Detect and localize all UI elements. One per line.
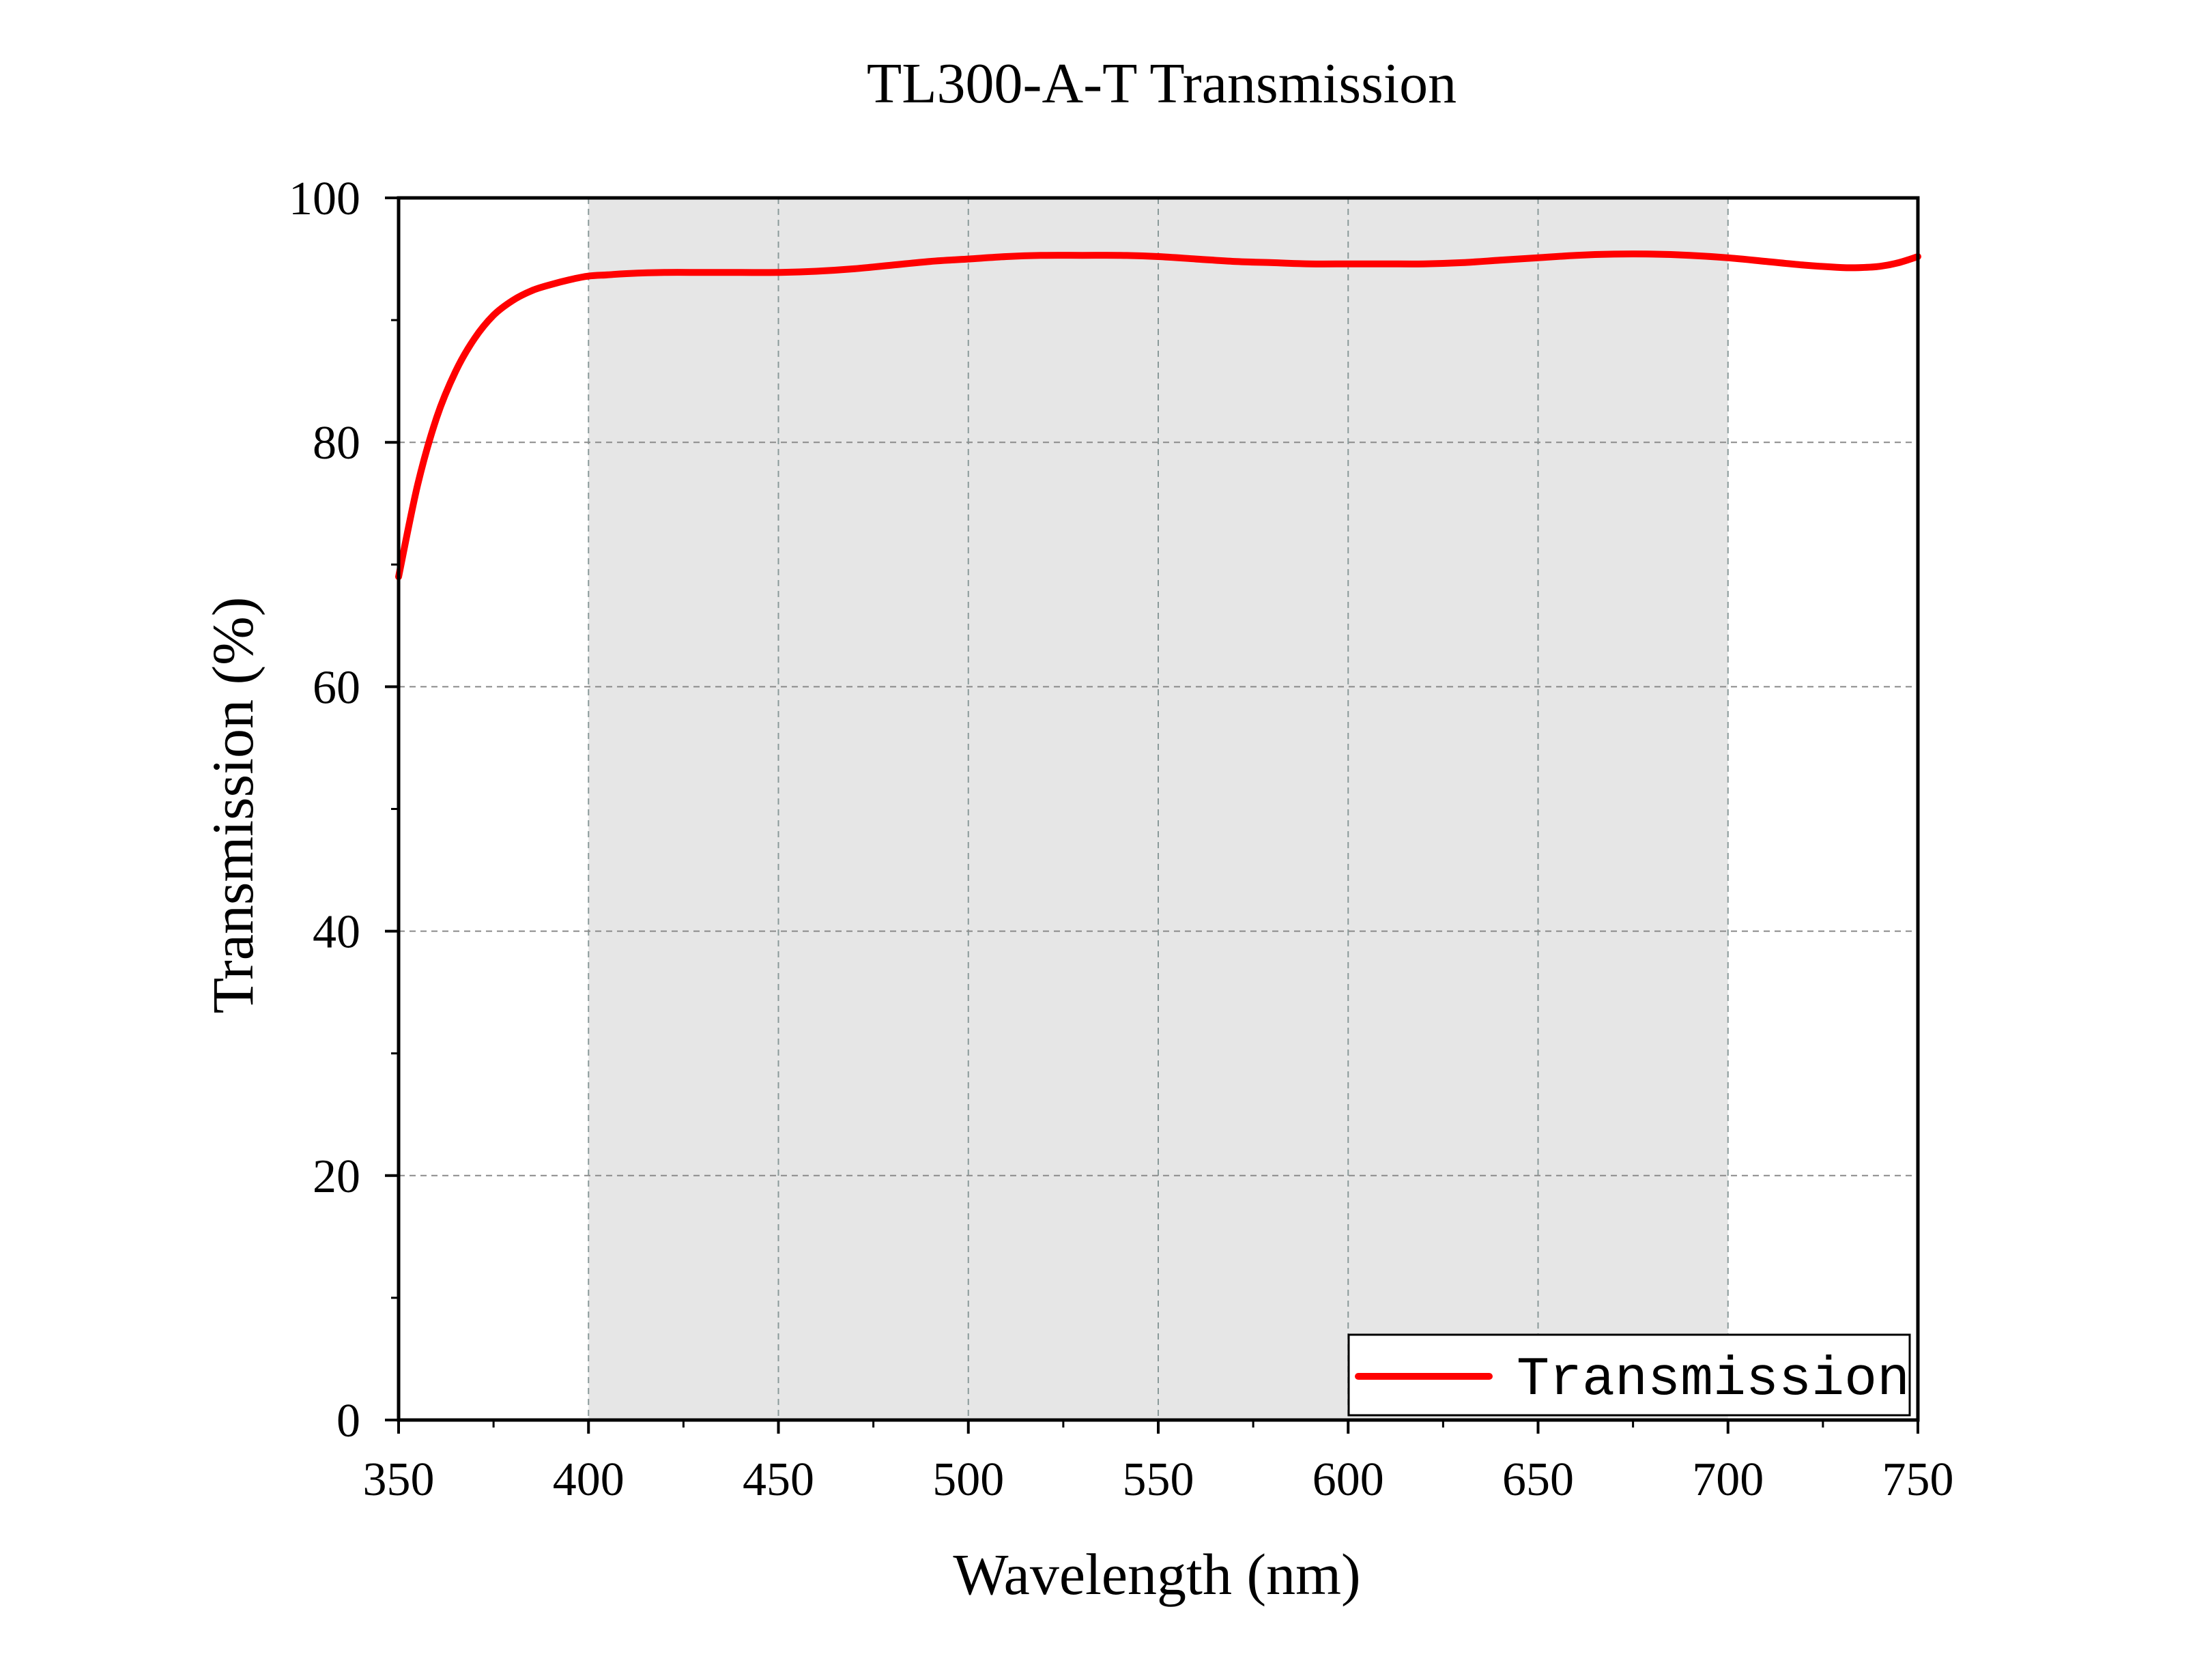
x-axis-label: Wavelength (nm) [953,1541,1360,1607]
y-axis-label: Transmission (%) [200,597,266,1014]
y-tick-label-80: 80 [313,417,360,469]
series-line-transmission [395,250,1921,581]
y-tick-label-60: 60 [313,661,360,714]
y-tick-label-100: 100 [289,173,360,225]
x-tick-label-550: 550 [1123,1453,1194,1506]
x-tick-label-500: 500 [932,1453,1004,1506]
legend: Transmission [1347,1333,1911,1417]
x-tick-label-400: 400 [553,1453,625,1506]
x-tick-label-450: 450 [743,1453,814,1506]
x-tick-label-600: 600 [1312,1453,1384,1506]
x-tick-label-700: 700 [1692,1453,1764,1506]
chart-title: TL300-A-T Transmission [867,52,1457,115]
legend-label-transmission: Transmission [1517,1349,1910,1411]
x-tick-label-750: 750 [1882,1453,1954,1506]
x-tick-label-350: 350 [363,1453,435,1506]
x-tick-label-650: 650 [1502,1453,1574,1506]
y-tick-label-40: 40 [313,906,360,959]
y-tick-label-0: 0 [336,1395,360,1447]
y-tick-label-20: 20 [313,1150,360,1203]
